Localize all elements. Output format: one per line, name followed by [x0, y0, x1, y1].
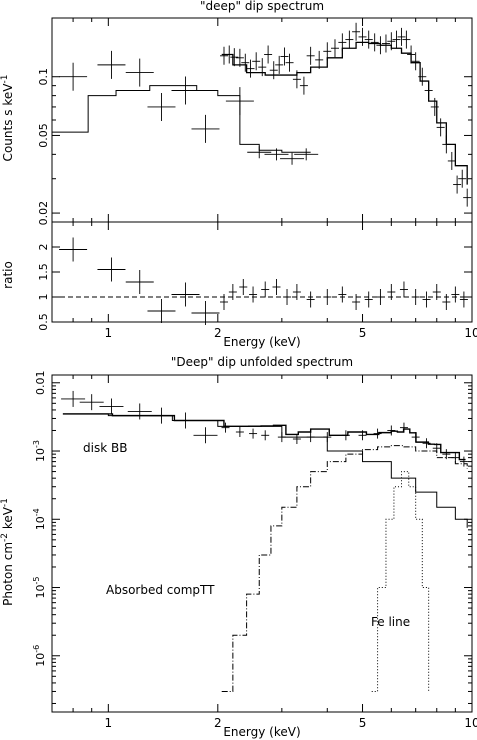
bottom-y-label-sup1: -2: [0, 533, 10, 542]
top-y-label-sup: -1: [0, 75, 10, 84]
bottom-plot-frame: [51, 374, 473, 713]
ratio-plot-frame: [51, 221, 473, 323]
y-tick-label: 0.5: [37, 313, 50, 331]
x-tick-label: 2: [214, 716, 222, 730]
model-line: [221, 41, 468, 185]
y-tick-label: 1: [37, 294, 50, 301]
annotation-absorbed-comptt: Absorbed compTT: [106, 583, 215, 597]
bottom-y-label-pre: Photon cm: [1, 542, 15, 606]
y-tick-label: 0.02: [37, 201, 50, 226]
x-tick-label: 5: [359, 326, 367, 340]
y-tick-label: 10-6: [32, 645, 47, 667]
y-tick-label: 10-5: [32, 577, 47, 599]
x-tick-label: 5: [359, 716, 367, 730]
y-tick-label: 10-3: [32, 440, 47, 462]
y-tick-label: 0.1: [37, 68, 50, 86]
bottom-y-label-mid: keV: [1, 506, 15, 533]
top-chart-title: "deep" dip spectrum: [200, 0, 324, 13]
x-tick-label: 1: [105, 326, 113, 340]
x-tick-label: 10: [464, 716, 477, 730]
y-tick-label: 1.5: [37, 263, 50, 281]
bottom-y-axis-label: Photon cm-2 keV-1: [0, 498, 15, 606]
bottom-x-axis-label: Energy (keV): [223, 725, 300, 739]
x-tick-label: 2: [214, 326, 222, 340]
annotation-disk-bb: disk BB: [83, 441, 127, 455]
fe-line-component: [371, 471, 430, 692]
plot-layer: 0.02 0.05 0.1 1 2 5 10 0.5 1 1.5 2 1 2 5 10 10-6 10-5 10-…: [32, 17, 477, 730]
top-y-label-mid: keV: [1, 83, 15, 110]
comptt-component: [221, 445, 468, 692]
ratio-axis-label: ratio: [1, 261, 15, 289]
top-y-label-pre: Counts s: [1, 109, 15, 161]
bottom-chart-title: "Deep" dip unfolded spectrum: [171, 355, 353, 369]
model-line: [52, 85, 311, 153]
bottom-y-label-sup2: -1: [0, 498, 10, 507]
top-plot-frame: [51, 17, 473, 223]
x-tick-label: 10: [464, 326, 477, 340]
top-x-axis-label: Energy (keV): [223, 335, 300, 349]
y-tick-label: 10-4: [32, 508, 47, 530]
top-y-axis-label: Counts s keV-1: [0, 75, 15, 162]
x-tick-label: 1: [105, 716, 113, 730]
total-model-line: [62, 413, 466, 461]
annotation-fe-line: Fe line: [371, 615, 410, 629]
y-tick-label: 2: [37, 244, 50, 251]
disk-bb-component: [62, 413, 468, 528]
y-tick-label: 0.05: [37, 123, 50, 148]
y-tick-label: 0.01: [34, 371, 47, 396]
